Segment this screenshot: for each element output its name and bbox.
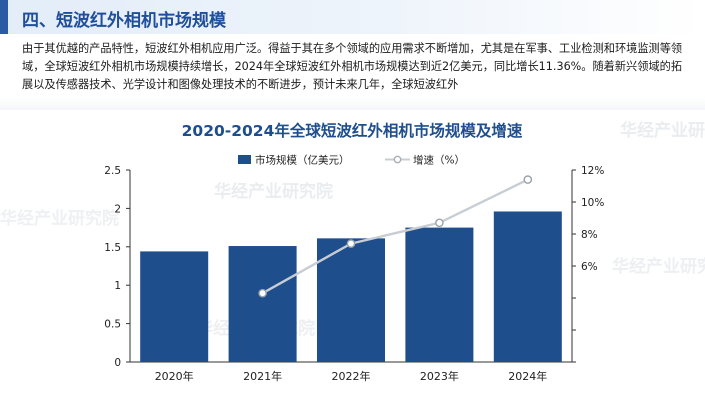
y2-tick-label: 6% [581,261,598,273]
y-tick-label: 2.5 [104,165,121,177]
chart-legend: 市场规模（亿美元） 增速（%） [238,154,465,167]
section-header-band [0,0,705,34]
x-tick-label: 2022年 [332,369,371,383]
section-paragraph: 由于其优越的产品特性，短波红外相机应用广泛。得益于其在多个领域的应用需求不断增加… [22,42,683,91]
growth-point [523,175,533,184]
y-tick-label: 1.5 [104,242,121,254]
bar-2024年 [493,211,562,362]
y-tick-label: 0 [114,357,121,369]
y2-tick-label: 12% [581,165,604,177]
legend-label-bar: 市场规模（亿美元） [255,154,350,167]
section-header-accent [0,0,8,34]
growth-point [346,239,356,248]
x-tick-label: 2024年 [508,369,547,383]
y-tick-label: 0.5 [104,319,121,331]
x-tick-label: 2023年 [420,369,459,383]
legend-swatch-marker [393,155,402,164]
x-tick-label: 2021年 [243,369,282,383]
bar-2021年 [228,246,297,362]
watermark-text: 华经产业研究院 [620,120,705,141]
plot-area: 0 0.5 1 1.5 2 2.5 6% 8% 10% 12% 2020年 2021年 2022年 202… [104,165,604,383]
y-tick-label: 2 [114,203,121,215]
bar-2023年 [405,227,474,362]
watermark-text: 华经产业研究院 [214,181,333,202]
bar-2020年 [140,251,209,362]
paragraph-fade [0,98,705,110]
y2-tick-label: 8% [581,229,598,241]
legend-swatch-bar [238,155,251,164]
chart-title: 2020-2024年全球短波红外相机市场规模及增速 [182,121,523,140]
watermark-text: 华经产业研究院 [612,256,705,277]
legend-label-line: 增速（%） [413,154,465,167]
y2-tick-label: 10% [581,197,604,209]
y-tick-label: 1 [114,280,121,292]
growth-point [258,288,267,298]
section-title: 四、短波红外相机市场规模 [22,11,226,31]
bar-2022年 [317,238,385,362]
growth-point [435,218,444,228]
watermark-text: 华经产业研究院 [0,208,119,229]
x-tick-label: 2020年 [155,369,194,383]
growth-line [262,178,529,295]
